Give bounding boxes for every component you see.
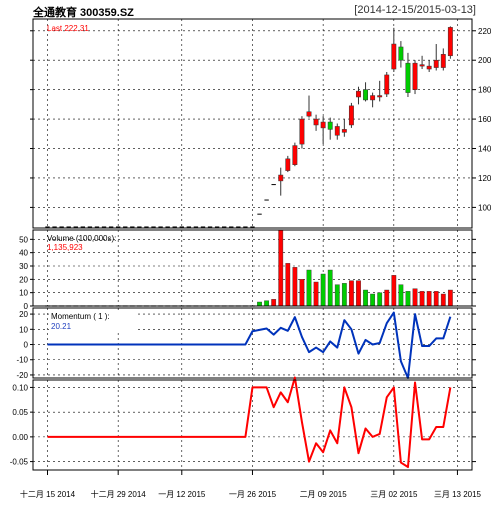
momentum-ytick-label: -20 xyxy=(16,371,28,380)
price-ytick-label: 100 xyxy=(478,203,492,212)
volume-bar xyxy=(313,281,319,307)
price-candle xyxy=(313,118,319,126)
volume-bar xyxy=(405,291,411,307)
date-range: [2014-12-15/2015-03-13] xyxy=(354,4,476,16)
volume-ytick-label: 40 xyxy=(19,249,28,258)
volume-ytick-label: 0 xyxy=(24,302,29,311)
roc-ytick-label: 0.00 xyxy=(12,433,28,442)
price-candle xyxy=(363,89,368,101)
x-tick-label: 二月 09 2015 xyxy=(300,490,348,499)
price-candle xyxy=(334,126,340,136)
volume-bar xyxy=(398,284,404,307)
roc-ytick-label: 0.05 xyxy=(12,408,28,417)
price-last-label: Last 222.31 xyxy=(47,24,89,33)
x-tick-label: 一月 12 2015 xyxy=(158,490,206,499)
volume-bar xyxy=(327,269,333,307)
price-candle xyxy=(426,65,432,70)
volume-ytick-label: 50 xyxy=(19,235,28,244)
price-candle xyxy=(384,74,390,95)
price-candle xyxy=(341,129,347,133)
volume-ytick-label: 10 xyxy=(19,289,28,298)
volume-ytick-label: 30 xyxy=(19,262,28,271)
price-candle xyxy=(377,95,383,98)
roc-line xyxy=(47,376,452,469)
x-tick-label: 三月 13 2015 xyxy=(434,490,482,499)
volume-bar xyxy=(433,291,439,307)
volume-bar xyxy=(447,289,453,307)
price-candle xyxy=(278,174,284,182)
price-candle xyxy=(433,59,439,68)
volume-bar xyxy=(306,269,312,307)
price-candle xyxy=(292,145,298,165)
volume-bar xyxy=(349,280,354,307)
price-ytick-label: 120 xyxy=(478,174,492,183)
volume-value-label: 1,135,923 xyxy=(47,243,83,252)
price-candle xyxy=(327,121,333,130)
volume-bar xyxy=(264,300,269,307)
price-candle xyxy=(412,62,418,90)
volume-bar xyxy=(356,280,361,307)
momentum-ytick-label: 0 xyxy=(24,341,29,350)
volume-bar xyxy=(299,279,305,307)
price-candle xyxy=(306,111,312,117)
momentum-frame xyxy=(32,307,473,379)
x-tick-label: 三月 02 2015 xyxy=(370,490,418,499)
price-candle xyxy=(447,27,453,57)
volume-bar xyxy=(377,292,383,307)
price-ytick-label: 160 xyxy=(478,115,492,124)
volume-bar xyxy=(412,288,418,307)
price-candle xyxy=(405,62,411,93)
price-ytick-label: 180 xyxy=(478,86,492,95)
price-candle xyxy=(320,121,326,129)
volume-bar xyxy=(257,301,262,307)
ticker-title: 全通教育 300359.SZ xyxy=(33,7,134,19)
price-candle xyxy=(440,54,446,68)
price-candle xyxy=(285,158,291,171)
volume-frame xyxy=(32,229,473,307)
roc-ytick-label: 0.10 xyxy=(12,383,28,392)
momentum-ytick-label: -10 xyxy=(16,356,28,365)
volume-bar xyxy=(292,267,298,307)
volume-ytick-label: 20 xyxy=(19,275,28,284)
x-tick-label: 十二月 15 2014 xyxy=(20,489,76,499)
volume-bar xyxy=(391,275,397,307)
price-candle xyxy=(419,64,425,67)
volume-bar xyxy=(426,291,432,307)
price-ytick-label: 140 xyxy=(478,145,492,154)
x-tick-label: 十二月 29 2014 xyxy=(91,489,147,499)
x-tick-label: 一月 26 2015 xyxy=(229,490,277,499)
volume-bar xyxy=(419,291,425,307)
momentum-ytick-label: 20 xyxy=(19,310,28,319)
volume-bar xyxy=(320,273,326,307)
volume-title: Volume (100,000s): xyxy=(47,234,116,243)
volume-bar xyxy=(341,283,347,307)
momentum-title: Momentum ( 1 ): xyxy=(51,312,110,321)
momentum-label-bg xyxy=(49,310,135,332)
volume-bar xyxy=(271,299,277,307)
volume-bar xyxy=(370,293,376,307)
momentum-ytick-label: 10 xyxy=(19,325,28,334)
price-frame xyxy=(32,18,473,229)
momentum-line xyxy=(47,311,452,379)
volume-bar xyxy=(440,293,446,307)
volume-bar xyxy=(384,289,390,307)
price-candle xyxy=(348,105,354,126)
price-candle xyxy=(391,43,397,70)
price-candle xyxy=(299,118,305,145)
price-candle xyxy=(370,95,376,101)
volume-bar xyxy=(285,263,291,307)
price-ytick-label: 220 xyxy=(478,27,492,36)
roc-ytick-label: -0.05 xyxy=(10,458,29,467)
price-candle xyxy=(398,46,404,61)
price-candle xyxy=(356,90,361,98)
momentum-value-label: 20.21 xyxy=(51,322,72,331)
volume-bar xyxy=(278,229,284,307)
price-ytick-label: 200 xyxy=(478,56,492,65)
volume-bar xyxy=(334,284,340,307)
volume-bar xyxy=(363,289,368,307)
